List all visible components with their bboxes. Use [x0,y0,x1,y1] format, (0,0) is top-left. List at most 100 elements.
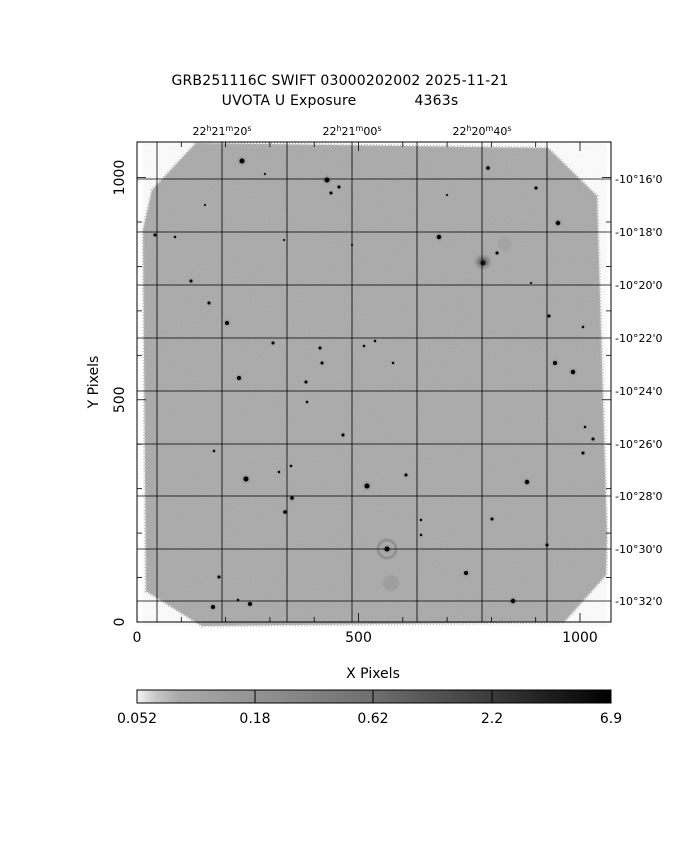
star [237,376,241,380]
star [581,451,585,455]
plot-title-line1: GRB251116C SWIFT 03000202002 2025-11-21 [171,73,509,89]
star [404,473,408,477]
dec-label: -10°24'0 [615,385,663,398]
star [243,476,249,482]
star [446,194,448,196]
footprint-edge [141,141,609,628]
y-tick-label: 1000 [112,160,128,196]
y-tick-label: 0 [112,618,128,627]
star [248,602,252,606]
star [153,233,157,237]
colorbar-label: 0.18 [239,711,270,727]
x-tick-label: 1000 [562,630,598,646]
star [189,279,193,283]
ra-label: 22h21m00s [322,124,381,138]
star [207,301,211,305]
y-tick-label: 500 [112,386,128,413]
ra-label: 22h20m40s [452,124,511,138]
star [547,314,551,318]
exposure-time: 4363s [414,93,459,109]
x-tick-labels: 0 500 1000 [133,630,598,646]
star [277,470,281,474]
dec-label: -10°26'0 [615,438,663,451]
pixel-ticks [136,142,611,623]
dec-label: -10°18'0 [615,226,663,239]
star [490,517,494,521]
x-tick-label: 0 [133,630,142,646]
plot-title-line2: UVOTA U Exposure 4363s [0,93,680,109]
star [304,380,308,384]
star [318,346,322,350]
ra-label: 22h21m20s [192,124,251,138]
star [225,321,229,325]
star [436,234,442,240]
colorbar-label: 2.2 [481,711,503,727]
dec-label: -10°32'0 [615,595,663,608]
footprint-noise [143,143,607,626]
star [212,449,216,453]
colorbar: 0.052 0.18 0.62 2.2 6.9 [117,689,622,727]
star [305,400,309,404]
star-field [151,155,597,612]
star [555,220,561,226]
y-tick-labels: 0 500 1000 [112,160,128,627]
dec-label: -10°22'0 [615,332,663,345]
star [264,173,266,175]
ghost-ring [383,575,399,591]
star [204,204,206,206]
dec-label: -10°16'0 [615,173,663,186]
star [591,437,595,441]
star [283,510,287,514]
star [283,239,285,241]
star [341,433,345,437]
colorbar-label: 0.62 [357,711,388,727]
coordinate-grid [137,142,611,622]
star [486,166,490,170]
x-axis-label: X Pixels [346,666,400,682]
star [464,571,468,575]
star [320,361,324,365]
star [553,361,557,365]
star [362,344,366,348]
star [337,185,341,189]
star [391,361,395,365]
star [289,464,293,468]
exposure-footprint [141,141,609,628]
star [239,158,245,164]
star [534,186,538,190]
star [524,479,530,485]
x-tick-label: 500 [345,630,372,646]
star [495,251,499,255]
star [530,282,532,284]
star [271,341,275,345]
colorbar-gradient [136,689,612,704]
colorbar-ticks [136,690,612,703]
star [329,191,333,195]
star [211,605,215,609]
star [373,339,377,343]
star [364,483,370,489]
colorbar-labels: 0.052 0.18 0.62 2.2 6.9 [117,711,622,727]
star [419,533,423,537]
dec-label: -10°30'0 [615,543,663,556]
dec-labels: -10°16'0 -10°18'0 -10°20'0 -10°22'0 -10°24'0… [615,173,663,608]
star [217,575,221,579]
star [324,177,330,183]
exposure-label: UVOTA U Exposure [221,93,357,109]
star [290,496,294,500]
ghost-ring [498,237,512,251]
star [581,325,585,329]
colorbar-label: 0.052 [117,711,157,727]
y-axis-label: Y Pixels [86,356,102,410]
ra-labels: 22h21m20s 22h21m00s 22h20m40s [192,124,511,138]
plot-frame [136,141,612,623]
star [419,518,423,522]
dec-label: -10°20'0 [615,279,663,292]
star [570,369,576,375]
dec-label: -10°28'0 [615,490,663,503]
colorbar-label: 6.9 [600,711,622,727]
galaxy-core [480,260,486,266]
star [583,425,587,429]
star [173,235,177,239]
